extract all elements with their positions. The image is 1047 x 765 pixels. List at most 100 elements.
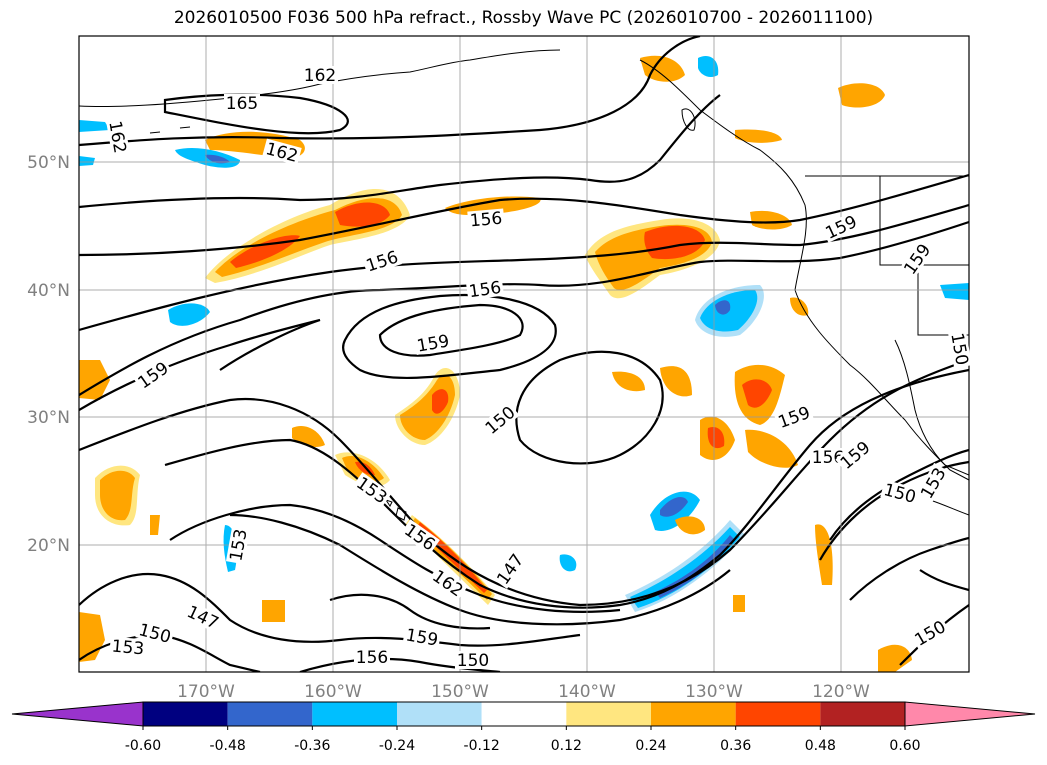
shade-pos-strong [432,389,449,414]
longitude-label: 130°W [685,682,743,702]
latitude-label: 40°N [27,281,70,301]
contour-label-bg [465,277,505,301]
contour-label-bg [262,138,302,166]
contour-line [329,593,491,630]
shade-pos-mid [262,600,285,622]
contour-line [919,569,969,592]
shade-pos-mid [640,55,685,82]
alaska-coastline [79,49,561,108]
colorbar-extend-high [904,701,1036,727]
colorbar-tick-label: 0.12 [551,738,582,754]
colorbar-tick-label: 0.36 [720,738,751,754]
us-state-border [879,176,969,266]
refractivity-shading [79,55,969,672]
shade-neg-strong [205,154,230,164]
colorbar-tick-label: 0.48 [805,738,836,754]
shade-neg-mid [698,55,719,78]
contour-line [79,572,581,647]
shade-neg-strong [715,300,731,315]
shade-neg-strong [660,497,688,517]
contour-label: 153 [111,637,145,660]
contour-label-bg [354,648,390,666]
contour-label-bg [480,401,520,439]
colorbar-tick-label: -0.12 [464,738,500,754]
colorbar-segment [651,702,736,726]
contour-label-bg [774,402,814,432]
shade-neg-mid [940,283,969,300]
shade-neg-mid [630,527,740,608]
shade-pos-mid [150,515,160,535]
contour-line [378,303,524,357]
shade-pos-mid [100,470,135,521]
colorbar-tick-label: -0.36 [294,738,330,754]
contour-label-bg [133,357,173,393]
shade-neg-mid [559,554,577,572]
colorbar-tick-label: -0.60 [125,738,161,754]
colorbar-frame [142,701,906,727]
contour-label-bg [224,94,260,112]
contour-label-bg [362,246,402,276]
colorbar-segment [481,702,567,726]
contour-label: 156 [469,209,503,232]
contour-label-bg [400,519,440,555]
contour-label: 156 [812,448,844,468]
contour-line [515,350,664,465]
colorbar-tick-label: -0.24 [379,738,415,754]
longitude-label: 140°W [558,682,616,702]
colorbar-segment [397,702,482,726]
shade-neg-mid [79,120,110,132]
contour-label-bg [352,472,392,508]
contour-label-bg [226,525,250,565]
contour-line [849,536,969,601]
contour-label-bg [880,479,920,507]
shade-pos-mid [790,297,809,316]
contour-label-bg [302,66,338,84]
colorbar-segment [312,702,397,726]
shade-pos-strong [707,426,725,449]
contour-line [79,203,969,332]
shade-pos-mid [675,516,705,535]
colorbar-tick-label: 0.24 [635,738,666,754]
contour-label-bg [909,616,951,650]
shade-pos-mid [838,83,885,108]
colorbar-tick-label: -0.48 [210,738,246,754]
colorbar-segment [735,702,821,726]
contour-label-bg [948,329,972,369]
shade-pos-mid [660,366,692,397]
aleutian-island [179,126,191,129]
shade-pos-strong [742,379,772,408]
colorbar-segment [820,702,905,726]
shade-neg-strong [655,535,735,598]
colorbar: -0.60 -0.48 -0.36 -0.24 -0.12 0.12 0.24 0.36 0.4… [11,701,1036,754]
shade-pos-mid [745,429,798,468]
shade-pos-mid [612,371,645,392]
contour-label-bg [492,549,528,589]
hawaii-island [384,499,393,507]
contour-line [164,368,969,609]
contour-label-bg [455,651,491,669]
contour-label-bg [428,565,468,601]
contour-label-bg [899,239,935,279]
contour-label-bg [413,331,453,355]
contour-label: 165 [226,94,258,114]
contour-label: 156 [356,648,388,668]
latitude-axis: 50°N 40°N 30°N 20°N [27,153,70,556]
colorbar-segment [566,702,651,726]
contour-label: 162 [304,66,336,86]
shade-pos-strong [644,225,705,260]
longitude-label: 160°W [304,682,362,702]
shade-pos-mid [445,196,541,216]
contour-label: 156 [468,278,503,302]
contour-line [79,36,701,147]
contour-label-bg [106,117,130,157]
shade-neg-mid [168,303,210,326]
mexico-coastline [929,499,969,516]
contour-line [79,94,721,209]
shade-pos-mid [878,644,912,672]
latitude-label: 30°N [27,408,70,428]
colorbar-extend-low [11,701,144,727]
latitude-label: 20°N [27,536,70,556]
baja-coastline [894,339,969,476]
longitude-label: 150°W [431,682,489,702]
